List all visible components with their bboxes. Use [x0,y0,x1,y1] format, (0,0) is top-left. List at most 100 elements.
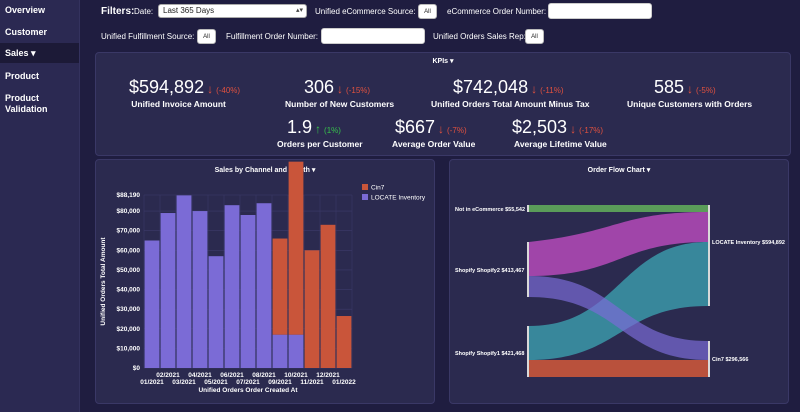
kpi-value: 1.9 [287,117,313,137]
x-tick-label: 06/2021 [220,372,244,379]
kpi-unique-customers: 585 ↓ (-5%) Unique Customers with Orders [627,77,752,109]
kpi-panel-title[interactable]: KPIs ▾ [432,58,454,65]
flow-shopify2-to-cin7[interactable] [529,276,708,360]
kpi-value: $667 [395,117,436,137]
fulfillment-order-input[interactable] [321,28,425,44]
ecommerce-source-label: Unified eCommerce Source: [315,7,416,16]
up-arrow-icon: ↑ [315,122,322,136]
sales-chart-panel: Sales by Channel and Month ▾ $0 $10,000 $2… [95,159,435,404]
node-label-cin7: Cin7 $296,566 [712,357,748,363]
down-arrow-icon: ↓ [570,122,577,136]
bar-locate-inventory-03-2021[interactable] [176,195,192,368]
sidebar-item-overview[interactable]: Overview [5,5,46,15]
kpi-change: (-40%) [216,86,241,95]
kpi-change: (-5%) [696,86,716,95]
down-arrow-icon: ↓ [207,82,214,96]
date-label: Date: [134,7,154,16]
sidebar-item-customer[interactable]: Customer [5,27,48,37]
y-tick-label: $40,000 [117,287,141,294]
flow-shopify2-to-locate[interactable] [529,212,708,276]
kpi-value: 306 [304,77,335,97]
y-tick-label: $80,000 [117,208,141,215]
sidebar-item-product[interactable]: Product [5,71,40,81]
down-arrow-icon: ↓ [687,82,694,96]
bar-locate-inventory-08-2021[interactable] [256,203,272,368]
sankey-chart: Not in eCommerce $55,542 Shopify Shopify… [455,205,785,377]
x-tick-label: 08/2021 [252,372,276,379]
y-tick-label: $88,190 [117,192,141,199]
bar-cin7-12-2021[interactable] [320,224,336,368]
ecommerce-order-label: eCommerce Order Number: [447,7,547,16]
sales-bar-chart: $0 $10,000 $20,000 $30,000 $40,000 $50,000 $60… [100,161,426,394]
bar-locate-inventory-02-2021[interactable] [160,213,176,368]
x-tick-label: 10/2021 [284,372,308,379]
node-not-in-ecommerce[interactable] [527,205,529,212]
bar-cin7-09-2021[interactable] [272,238,288,335]
sidebar-item-product-validation[interactable]: Product Validation [5,93,48,114]
x-tick-label: 01/2021 [140,379,164,386]
x-tick-label: 02/2021 [156,372,180,379]
node-shopify1[interactable] [527,326,529,377]
flow-not-in-ecommerce-to-locate[interactable] [529,205,708,212]
filters-label: Filters: [101,6,135,17]
fulfillment-order-label: Fulfillment Order Number: [226,32,319,41]
y-tick-label: $0 [133,365,141,372]
x-tick-label: 04/2021 [188,372,212,379]
kpi-orders-total-minus-tax: $742,048 ↓ (-11%) Unified Orders Total Amo… [431,77,590,109]
kpi-orders-per-customer: 1.9 ↑ (1%) Orders per Customer [277,117,363,149]
node-label-shopify1: Shopify Shopify1 $421,468 [455,351,524,357]
x-tick-label: 09/2021 [268,379,292,386]
filter-bar: Filters: Date: Last 365 Days ▴▾ Unified … [79,0,800,52]
y-tick-label: $60,000 [117,247,141,254]
node-label-not-in-ecommerce: Not in eCommerce $55,542 [455,207,525,213]
flow-chart-panel: Order Flow Chart ▾ Not in eCommerce $55,… [449,159,789,404]
fulfillment-source-label: Unified Fulfillment Source: [101,32,195,41]
flow-shopify1-to-cin7[interactable] [529,360,708,377]
y-tick-label: $10,000 [117,345,141,352]
legend-swatch[interactable] [362,194,368,200]
bar-locate-inventory-06-2021[interactable] [224,205,240,368]
bar-locate-inventory-07-2021[interactable] [240,214,256,368]
bar-locate-inventory-09-2021[interactable] [272,334,288,368]
kpi-new-customers: 306 ↓ (-15%) Number of New Customers [285,77,394,109]
x-tick-label: 01/2022 [332,379,356,386]
kpi-change: (-17%) [579,126,604,135]
bar-cin7-11-2021[interactable] [304,250,320,368]
sidebar: Overview Customer Sales ▾ Product Produc… [0,0,80,412]
node-label-locate-inventory: LOCATE Inventory $594,892 [712,240,785,246]
bar-locate-inventory-05-2021[interactable] [208,256,224,368]
legend-swatch[interactable] [362,184,368,190]
kpi-value: $594,892 [129,77,205,97]
down-arrow-icon: ↓ [531,82,538,96]
flow-shopify1-to-locate[interactable] [529,242,708,360]
node-shopify2[interactable] [527,242,529,297]
bar-cin7-01-2022[interactable] [336,316,352,368]
fulfillment-source-select[interactable]: All [197,29,216,44]
kpi-label: Number of New Customers [285,99,395,109]
kpi-label: Unified Invoice Amount [131,99,226,109]
bar-cin7-10-2021[interactable] [288,161,304,335]
sidebar-item-sales[interactable]: Sales ▾ [0,43,79,63]
ecommerce-source-select[interactable]: All [418,4,437,19]
kpi-change: (1%) [324,126,341,135]
kpi-panel: KPIs ▾ $594,892 ↓ (-40%) Unified Invoice A… [95,52,791,156]
ecommerce-order-input[interactable] [548,3,652,19]
down-arrow-icon: ↓ [337,82,344,96]
sales-rep-select[interactable]: All [525,29,544,44]
kpi-unified-invoice-amount: $594,892 ↓ (-40%) Unified Invoice Amount [129,77,240,109]
x-tick-label: 11/2021 [300,379,324,386]
node-cin7[interactable] [708,341,710,377]
sales-chart-title[interactable]: Sales by Channel and Month ▾ [214,167,316,174]
legend-label[interactable]: LOCATE Inventory [371,195,426,202]
down-arrow-icon: ↓ [438,122,445,136]
bar-locate-inventory-10-2021[interactable] [288,334,304,368]
bar-locate-inventory-01-2021[interactable] [144,240,160,368]
y-tick-label: $50,000 [117,267,141,274]
flow-chart-title[interactable]: Order Flow Chart ▾ [587,167,651,174]
kpi-value: 585 [654,77,685,97]
legend-label[interactable]: Cin7 [371,185,385,192]
node-locate-inventory[interactable] [708,205,710,306]
kpi-average-lifetime-value: $2,503 ↓ (-17%) Average Lifetime Value [512,117,607,149]
date-select[interactable]: Last 365 Days ▴▾ [158,4,307,18]
bar-locate-inventory-04-2021[interactable] [192,211,208,368]
